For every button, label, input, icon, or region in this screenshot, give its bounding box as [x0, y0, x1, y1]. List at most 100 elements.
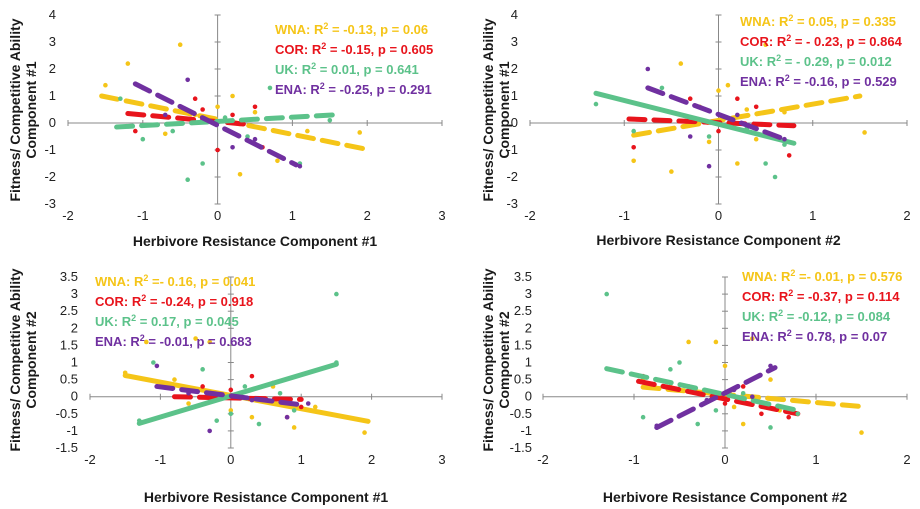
- data-point-wna: [740, 421, 746, 427]
- data-point-wna: [291, 425, 297, 430]
- data-point-wna: [686, 339, 691, 345]
- x-tick-label: 0: [227, 452, 234, 467]
- y-axis-title-line-2: Component #1: [23, 61, 39, 158]
- data-point-cor: [786, 153, 792, 158]
- stat-label-cor: COR: R2 = -0.15, p = 0.605: [275, 41, 433, 57]
- x-tick-label: -2: [84, 452, 96, 467]
- data-point-wna: [103, 82, 108, 88]
- data-point-cor: [192, 96, 198, 101]
- data-point-cor: [631, 145, 636, 150]
- data-point-uk: [695, 421, 700, 427]
- data-point-ena: [154, 363, 160, 369]
- stat-label-wna: WNA: R2 = -0.13, p = 0.06: [275, 21, 428, 37]
- data-point-uk: [768, 425, 773, 430]
- data-point-wna: [237, 172, 243, 177]
- x-tick-label: 0: [721, 452, 728, 467]
- data-point-cor: [759, 411, 764, 417]
- data-point-wna: [731, 404, 737, 410]
- data-point-ena: [706, 163, 712, 169]
- y-tick-label: -0.5: [56, 406, 78, 421]
- x-tick-label: -1: [137, 208, 149, 223]
- stat-label-ena: ENA: R2 = -0.25, p = 0.291: [275, 81, 432, 97]
- data-point-cor: [252, 104, 258, 110]
- data-point-cor: [200, 384, 205, 389]
- data-point-wna: [186, 401, 191, 406]
- data-point-ena: [687, 134, 693, 139]
- data-point-uk: [118, 96, 123, 101]
- data-point-uk: [631, 128, 636, 134]
- data-point-ena: [735, 112, 740, 118]
- data-point-wna: [215, 104, 220, 110]
- data-point-wna: [230, 93, 235, 99]
- y-tick-label: 3: [71, 286, 78, 301]
- data-point-wna: [275, 158, 280, 164]
- y-tick-label: 0: [511, 115, 518, 130]
- y-tick-label: 0.5: [514, 372, 532, 387]
- data-point-uk: [200, 367, 205, 372]
- y-tick-label: 1.5: [60, 337, 78, 352]
- data-point-wna: [713, 339, 719, 345]
- data-point-wna: [144, 339, 149, 345]
- data-point-wna: [768, 377, 773, 382]
- data-point-wna: [193, 336, 198, 341]
- data-point-cor: [228, 387, 234, 393]
- data-point-uk: [659, 85, 665, 91]
- chart-panel-3: -2 -1 0 1 2 3 -1.5 -1 -0.5 0 0.5 1 1.5 2 2.5 3 3.5 Herbiv…: [7, 268, 446, 505]
- y-axis-title-line-1: Fitness/ Competitive Ability: [7, 268, 23, 451]
- data-point-wna: [725, 82, 731, 88]
- stat-label-ena: ENA: R2 = -0.01, p = 0.683: [95, 333, 252, 349]
- data-point-wna: [859, 430, 864, 435]
- data-point-ena: [252, 136, 258, 142]
- data-point-uk: [713, 408, 719, 413]
- data-point-wna: [177, 42, 183, 47]
- chart-panel-1: -2 -1 0 1 2 3 -3 -2 -1 0 1 2 3 4 Herbivore Resistance …: [7, 7, 446, 249]
- data-point-wna: [753, 136, 759, 142]
- trendline-ena: [154, 383, 308, 408]
- data-point-cor: [786, 414, 791, 420]
- x-tick-label: 1: [809, 208, 816, 223]
- data-point-wna: [249, 414, 255, 420]
- data-point-wna: [252, 109, 258, 115]
- y-tick-label: 0: [49, 115, 56, 130]
- x-tick-label: 1: [812, 452, 819, 467]
- data-point-wna: [162, 131, 168, 137]
- y-axis-title-line-1: Fitness/ Competitive Ability: [7, 18, 23, 201]
- x-tick-label: -2: [62, 208, 74, 223]
- y-tick-label: -0.5: [510, 406, 532, 421]
- data-point-cor: [716, 128, 721, 134]
- y-tick-label: 1: [525, 355, 532, 370]
- x-tick-label: 2: [903, 208, 910, 223]
- trendline-ena: [654, 365, 778, 430]
- data-point-uk: [170, 128, 176, 134]
- data-point-ena: [645, 66, 651, 72]
- data-point-wna: [357, 130, 363, 135]
- data-point-uk: [140, 136, 146, 142]
- trendline-wna: [631, 93, 863, 138]
- x-axis-title: Herbivore Resistance Component #1: [144, 489, 389, 505]
- trendline-uk: [136, 361, 339, 426]
- y-axis-title-line-2: Component #2: [496, 311, 512, 408]
- chart-panel-4: -2 -1 0 1 2 -1.5 -1 -0.5 0 0.5 1 1.5 2 2.5 3 3.5 Herbivo…: [480, 268, 911, 505]
- data-point-wna: [172, 377, 177, 382]
- x-tick-label: -2: [537, 452, 549, 467]
- data-point-ena: [750, 394, 755, 400]
- data-point-cor: [200, 107, 205, 112]
- y-tick-label: 1: [511, 88, 518, 103]
- stat-label-wna: WNA: R2 =- 0.16, p = 0.041: [95, 273, 255, 289]
- y-tick-label: -1: [520, 423, 532, 438]
- data-point-ena: [230, 145, 235, 150]
- data-point-ena: [305, 401, 311, 406]
- y-tick-label: -3: [44, 196, 56, 211]
- x-tick-label: 2: [903, 452, 910, 467]
- x-tick-label: 1: [289, 208, 296, 223]
- y-axis-title-line-1: Fitness/ Competitive Ability: [480, 18, 496, 201]
- x-tick-label: 2: [368, 452, 375, 467]
- data-point-wna: [312, 404, 318, 410]
- y-tick-label: -1: [506, 142, 518, 157]
- x-axis-title: Herbivore Resistance Component #1: [133, 233, 378, 249]
- x-tick-label: 2: [364, 208, 371, 223]
- y-tick-label: 3: [511, 34, 518, 49]
- y-tick-label: 4: [511, 7, 518, 22]
- data-point-uk: [277, 390, 283, 396]
- trendline-ena: [132, 81, 299, 168]
